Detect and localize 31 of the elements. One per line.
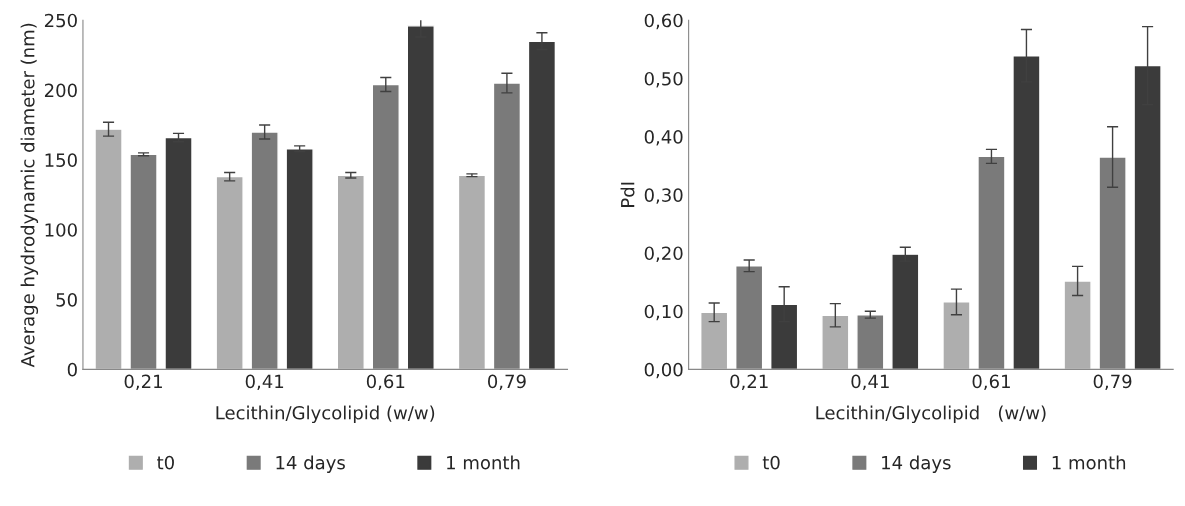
x-tick-label: 0,61 [366,374,405,391]
legend-label: t0 [762,455,780,470]
y-tick-label: 150 [45,153,77,168]
y-axis-title: Average hydrodynamic diameter (nm) [20,23,39,368]
legend-label: 14 days [882,455,951,473]
x-tick-label: 0,79 [1093,374,1132,391]
x-tick-label: 0,79 [488,374,526,391]
x-axis-title: Lecithin/Glycolipid (w/w) [216,405,435,424]
y-tick-label: 250 [44,13,77,28]
y-tick-label: 100 [45,223,77,237]
legend-label: 1 month [447,455,520,470]
legend-label: t0 [157,455,174,470]
legend-label: 1 month [1052,455,1126,470]
y-tick-label: 0,40 [644,130,683,146]
y-tick-label: 50 [56,293,77,307]
y-tick-label: 0,50 [644,71,683,88]
y-tick-label: 200 [44,83,77,98]
y-axis-title: PdI [620,182,635,207]
legend-label: 14 days [276,455,345,473]
x-tick-label: 0,21 [124,374,162,391]
x-tick-label: 0,41 [245,374,284,391]
x-tick-label: 0,21 [730,374,768,391]
x-tick-label: 0,41 [851,374,889,391]
y-tick-label: 0,60 [644,13,683,30]
x-tick-label: 0,61 [972,374,1010,391]
y-tick-label: 0,00 [644,362,683,379]
y-tick-label: 0 [67,362,77,377]
y-tick-label: 0,10 [644,304,683,321]
x-axis-title: Lecithin/Glycolipid (w/w) [816,405,1046,424]
y-tick-label: 0,30 [644,188,683,204]
y-tick-label: 0,20 [644,246,683,262]
